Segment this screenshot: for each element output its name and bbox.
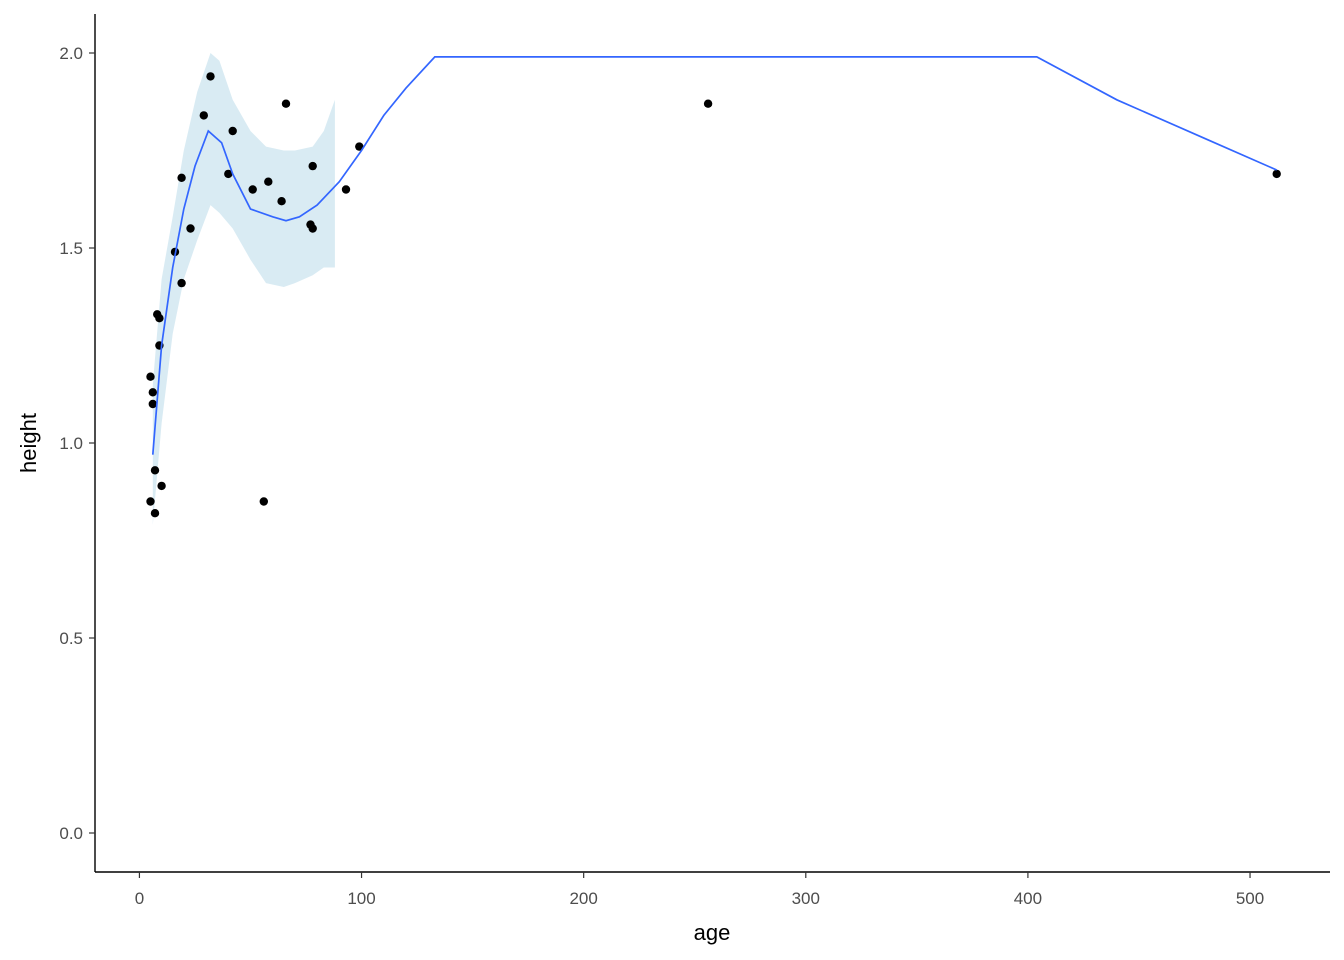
data-point [148, 388, 157, 397]
y-axis-ticks: 0.0 0.5 1.0 1.5 2.0 [59, 44, 95, 843]
points-layer [146, 72, 1281, 518]
data-point [228, 126, 237, 136]
confidence-band [152, 53, 335, 525]
data-point [308, 161, 317, 171]
data-point [155, 314, 164, 323]
x-tick-label: 300 [792, 889, 820, 908]
x-axis-ticks: 0 100 200 300 400 500 [135, 872, 1264, 908]
confidence-band-layer [152, 53, 335, 525]
data-point [146, 497, 155, 506]
data-point [186, 224, 195, 233]
x-axis-title: age [694, 920, 731, 945]
data-point [341, 185, 351, 194]
data-point [224, 169, 233, 179]
data-point [281, 99, 291, 108]
data-point [264, 177, 273, 186]
y-tick-label: 2.0 [59, 44, 83, 63]
y-axis-title: height [16, 413, 41, 473]
x-tick-label: 0 [135, 889, 144, 908]
data-point [150, 466, 160, 475]
data-point [355, 142, 364, 151]
data-point [157, 481, 166, 491]
smooth-line-layer [151, 56, 1278, 455]
y-tick-label: 1.5 [59, 239, 83, 258]
data-point [308, 224, 317, 233]
data-point [259, 497, 268, 506]
y-tick-label: 1.0 [59, 434, 83, 453]
data-point [703, 99, 713, 108]
x-tick-label: 100 [347, 889, 375, 908]
data-point [146, 372, 155, 381]
data-point [148, 399, 157, 409]
data-point [177, 173, 186, 182]
smooth-line [151, 56, 1278, 455]
data-point [248, 185, 257, 194]
data-point [206, 72, 215, 81]
x-tick-label: 500 [1236, 889, 1264, 908]
y-tick-label: 0.5 [59, 629, 83, 648]
y-tick-label: 0.0 [59, 824, 83, 843]
data-point [1272, 169, 1281, 179]
data-point [277, 197, 286, 206]
data-point [150, 509, 160, 518]
data-point [199, 111, 208, 120]
x-tick-label: 400 [1014, 889, 1042, 908]
x-tick-label: 200 [569, 889, 597, 908]
data-point [177, 278, 186, 288]
